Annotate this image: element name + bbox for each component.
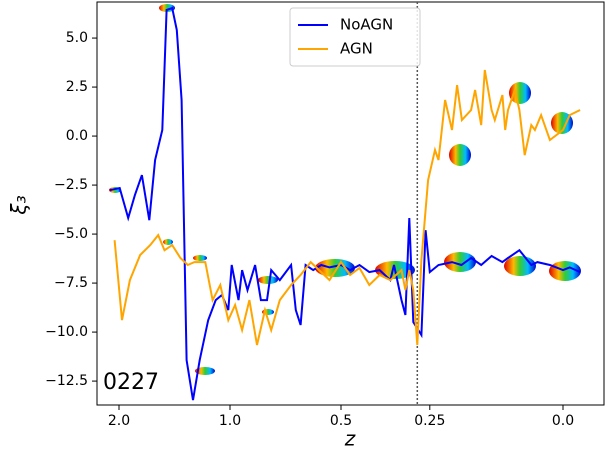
galaxy-icon bbox=[549, 261, 581, 281]
y-tick-label: 0.0 bbox=[66, 128, 88, 144]
x-axis-label: z bbox=[344, 427, 356, 451]
legend-box bbox=[289, 7, 421, 67]
x-tick-label: 0.0 bbox=[552, 413, 574, 429]
galaxy-icon bbox=[193, 255, 207, 261]
galaxy-icon bbox=[444, 252, 476, 272]
galaxy-icon bbox=[449, 144, 471, 166]
galaxy-icon bbox=[509, 82, 531, 104]
legend-label: AGN bbox=[340, 40, 373, 58]
legend-label: NoAGN bbox=[340, 16, 393, 34]
galaxy-icon bbox=[163, 239, 173, 245]
y-tick-label: −2.5 bbox=[54, 177, 88, 193]
series-line bbox=[109, 6, 581, 401]
annotation: 0227 bbox=[103, 370, 159, 395]
galaxy-icon bbox=[258, 276, 278, 284]
y-tick-label: −12.5 bbox=[45, 373, 88, 389]
galaxy-icon bbox=[159, 4, 175, 12]
plot-frame bbox=[96, 1, 605, 406]
x-tick-label: 0.25 bbox=[414, 413, 445, 429]
legend: NoAGN AGN bbox=[289, 7, 421, 67]
galaxy-icon bbox=[195, 367, 215, 375]
y-tick-label: 2.5 bbox=[66, 79, 88, 95]
galaxy-icon bbox=[551, 112, 573, 134]
y-tick-label: 5.0 bbox=[66, 30, 88, 46]
y-tick-label: −10.0 bbox=[45, 324, 88, 340]
x-tick-label: 1.0 bbox=[219, 413, 241, 429]
y-tick-label: −5.0 bbox=[54, 226, 88, 242]
x-tick-label: 2.0 bbox=[108, 413, 130, 429]
x-tick-label: 0.5 bbox=[330, 413, 352, 429]
y-axis-label: ξ₃ bbox=[7, 195, 31, 215]
series-line bbox=[113, 69, 581, 346]
galaxy-icon bbox=[315, 259, 355, 277]
y-tick-label: −7.5 bbox=[54, 275, 88, 291]
